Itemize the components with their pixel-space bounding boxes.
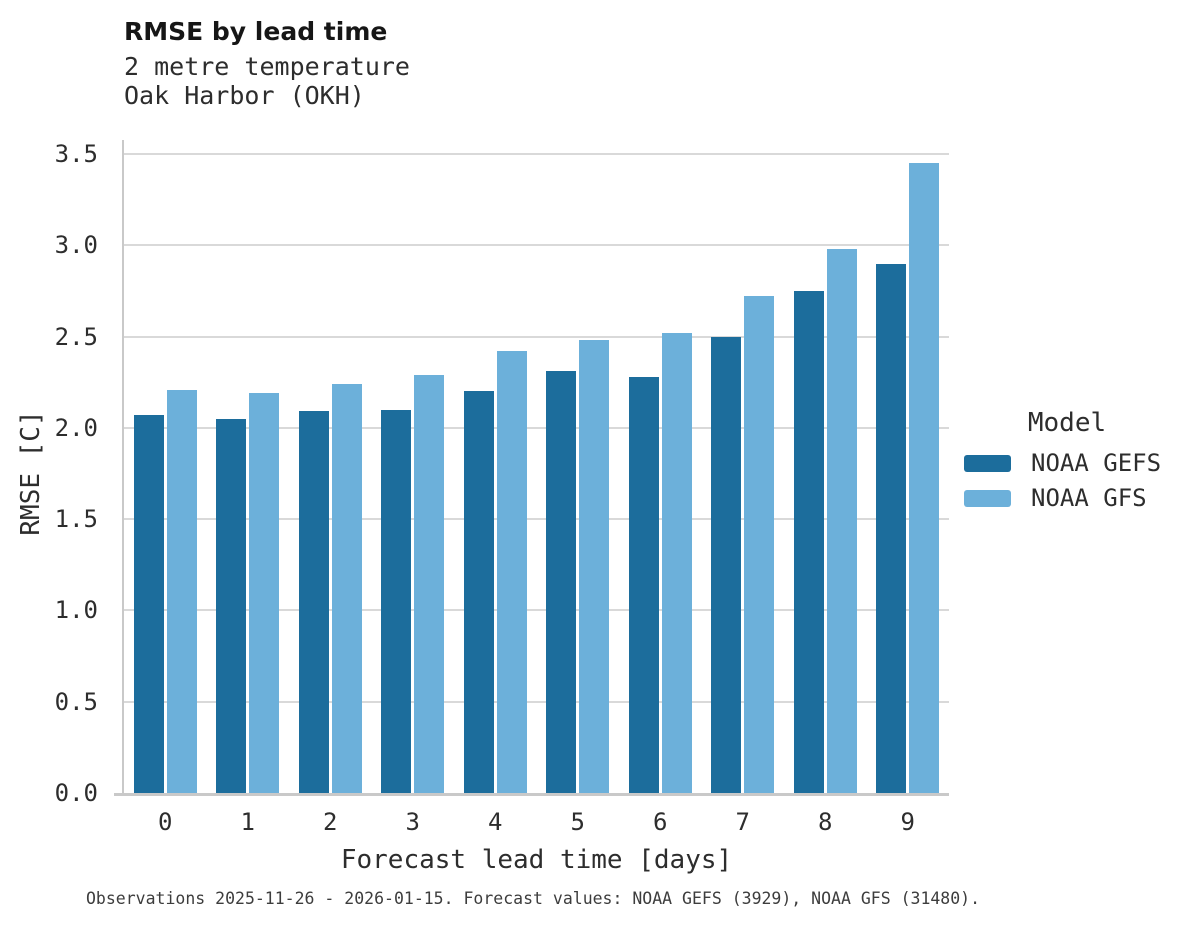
chart-subtitle: 2 metre temperature Oak Harbor (OKH) <box>124 52 410 110</box>
legend-entry: NOAA GEFS <box>964 449 1170 477</box>
y-tick-label: 3.5 <box>54 140 98 168</box>
legend-title: Model <box>1027 408 1107 438</box>
x-tick-label: 4 <box>488 808 503 836</box>
bar-noaa-gfs <box>249 393 280 793</box>
bar-noaa-gfs <box>331 384 362 793</box>
bar-noaa-gfs <box>909 163 940 793</box>
y-tick-label: 1.5 <box>54 505 98 534</box>
bar-noaa-gefs <box>793 290 824 793</box>
gridline <box>124 700 949 703</box>
bar-noaa-gfs <box>826 248 857 793</box>
bar-noaa-gfs <box>579 340 610 793</box>
legend-swatch-icon <box>964 489 1011 507</box>
bars <box>124 154 949 793</box>
x-axis-title: Forecast lead time [days] <box>340 845 733 875</box>
x-tick-label: 7 <box>735 808 750 836</box>
y-tick-label: 3.0 <box>54 231 98 260</box>
bar-group-0 <box>124 154 207 793</box>
x-tick-label: 2 <box>323 808 338 836</box>
bar-group-7 <box>702 154 785 793</box>
bar-noaa-gfs <box>744 296 775 793</box>
bar-group-2 <box>289 154 372 793</box>
legend: Model NOAA GEFS NOAA GFS <box>964 408 1170 512</box>
bar-noaa-gefs <box>463 391 494 793</box>
bar-noaa-gefs <box>546 371 577 793</box>
y-tick-label: 0.0 <box>54 779 98 807</box>
x-axis-line <box>114 793 949 796</box>
plot-area <box>114 140 949 796</box>
bar-noaa-gefs <box>298 411 329 793</box>
x-tick-label: 1 <box>240 808 255 836</box>
x-tick-label: 5 <box>570 808 585 836</box>
legend-entry: NOAA GFS <box>964 484 1170 512</box>
x-tick-labels: 0 1 2 3 4 5 6 7 8 9 <box>124 810 949 834</box>
bar-group-3 <box>372 154 455 793</box>
bar-group-1 <box>207 154 290 793</box>
chart-title: RMSE by lead time <box>124 17 388 46</box>
bar-noaa-gfs <box>496 351 527 793</box>
x-tick-label: 0 <box>158 808 173 836</box>
gridline <box>124 609 949 612</box>
bar-noaa-gfs <box>414 374 445 793</box>
bar-noaa-gefs <box>381 409 412 793</box>
bar-group-5 <box>537 154 620 793</box>
bar-noaa-gfs <box>166 389 197 793</box>
chart-subtitle-variable: 2 metre temperature <box>124 52 410 82</box>
x-tick-label: 8 <box>818 808 833 836</box>
bar-noaa-gefs <box>133 415 164 793</box>
y-axis-line <box>122 140 124 795</box>
bar-noaa-gefs <box>216 418 247 793</box>
x-tick-label: 9 <box>900 808 915 836</box>
chart-header: RMSE by lead time 2 metre temperature Oa… <box>124 16 410 110</box>
x-tick-label: 6 <box>653 808 668 836</box>
y-tick-label: 1.0 <box>54 596 98 625</box>
y-tick-label: 0.5 <box>54 687 98 716</box>
bar-group-4 <box>454 154 537 793</box>
chart-subtitle-location: Oak Harbor (OKH) <box>124 81 365 111</box>
bar-noaa-gefs <box>628 376 659 793</box>
legend-entries: NOAA GEFS NOAA GFS <box>964 449 1170 512</box>
caption: Observations 2025-11-26 - 2026-01-15. Fo… <box>86 889 981 908</box>
bar-noaa-gfs <box>661 332 692 793</box>
gridline <box>124 426 949 429</box>
legend-swatch-icon <box>964 454 1011 472</box>
bar-noaa-gefs <box>711 336 742 793</box>
gridline <box>124 153 949 155</box>
bar-group-6 <box>619 154 702 793</box>
y-tick-labels: 0.0 0.5 1.0 1.5 2.0 2.5 3.0 3.5 <box>0 142 98 805</box>
gridline <box>124 244 949 247</box>
gridline <box>124 335 949 338</box>
gridline <box>124 518 949 521</box>
legend-label: NOAA GEFS <box>1031 449 1162 477</box>
legend-label: NOAA GFS <box>1031 484 1147 512</box>
bar-group-8 <box>784 154 867 793</box>
x-tick-label: 3 <box>405 808 420 836</box>
y-tick-label: 2.0 <box>54 413 98 442</box>
y-tick-label: 2.5 <box>54 322 98 351</box>
bar-noaa-gefs <box>876 263 907 793</box>
bar-group-9 <box>867 154 950 793</box>
